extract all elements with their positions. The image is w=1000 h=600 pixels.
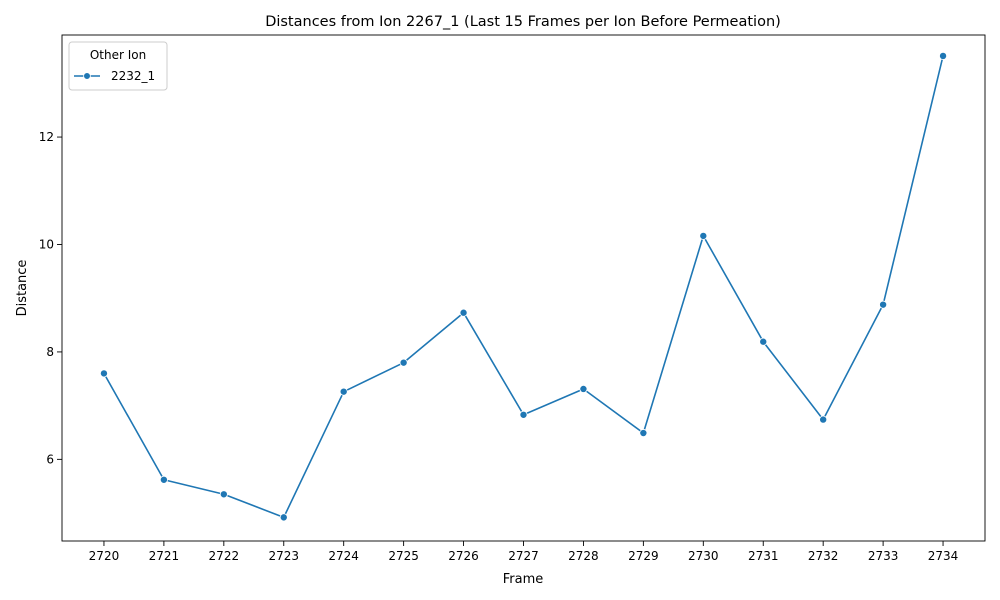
data-point [459, 308, 468, 317]
x-axis-label: Frame [503, 572, 544, 587]
x-tick-label: 2723 [268, 549, 299, 563]
x-tick-label: 2725 [388, 549, 419, 563]
x-axis: 2720 2721 2722 2723 2724 2725 2726 2727 2728 2729… [89, 541, 959, 563]
x-tick-label: 2726 [448, 549, 479, 563]
x-tick-label: 2724 [328, 549, 359, 563]
y-axis-label: Distance [15, 260, 30, 317]
plot-frame [61, 34, 986, 542]
x-tick-label: 2731 [748, 549, 779, 563]
x-tick-label: 2730 [688, 549, 719, 563]
y-tick-label: 8 [46, 345, 54, 359]
data-point [339, 387, 348, 396]
legend-box [68, 41, 168, 91]
x-tick-label: 2727 [508, 549, 539, 563]
data-point [99, 369, 108, 378]
data-point [399, 358, 408, 367]
x-tick-label: 2734 [928, 549, 959, 563]
y-axis: 6 8 10 12 [39, 130, 62, 466]
x-tick-label: 2728 [568, 549, 599, 563]
legend-entry-label: 2232_1 [111, 69, 155, 83]
y-tick-label: 12 [39, 130, 54, 144]
data-point [219, 490, 228, 499]
data-point [699, 231, 708, 240]
x-tick-label: 2733 [868, 549, 899, 563]
x-tick-label: 2722 [209, 549, 240, 563]
y-tick-label: 10 [39, 237, 54, 251]
legend: Other Ion 2232_1 [68, 41, 168, 91]
x-tick-label: 2720 [89, 549, 120, 563]
legend-marker-swatch [83, 72, 91, 80]
data-point [279, 513, 288, 522]
series-line [103, 55, 944, 519]
legend-title: Other Ion [90, 48, 146, 62]
data-point [639, 429, 648, 438]
data-point [939, 51, 948, 60]
series-layer [99, 51, 948, 522]
data-point [159, 475, 168, 484]
data-point [759, 337, 768, 346]
data-point [879, 300, 888, 309]
x-tick-label: 2732 [808, 549, 839, 563]
chart-title: Distances from Ion 2267_1 (Last 15 Frame… [265, 14, 781, 30]
data-point [579, 384, 588, 393]
data-point [519, 410, 528, 419]
x-tick-label: 2729 [628, 549, 659, 563]
x-tick-label: 2721 [149, 549, 180, 563]
y-tick-label: 6 [46, 452, 54, 466]
data-point [819, 415, 828, 424]
